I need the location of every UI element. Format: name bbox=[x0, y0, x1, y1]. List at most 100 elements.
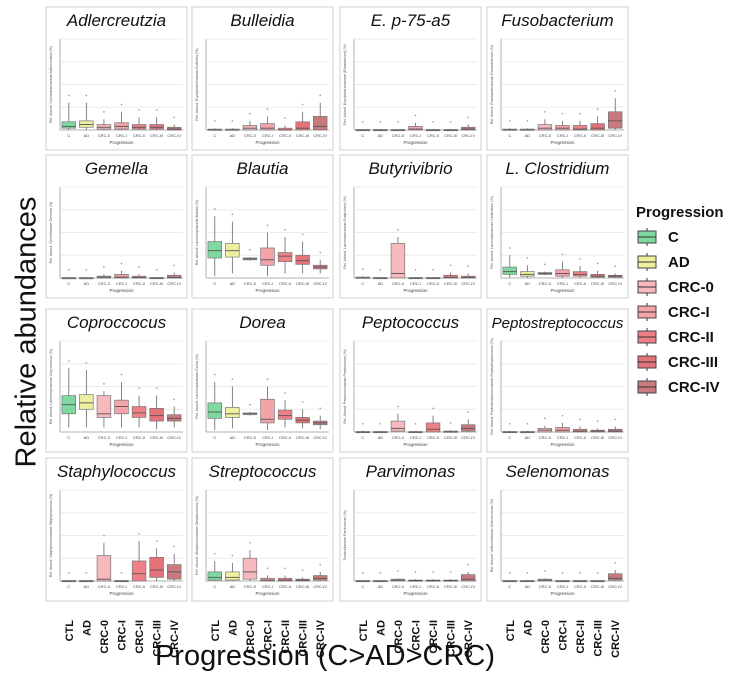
outlier-point bbox=[173, 398, 176, 401]
outlier-point bbox=[432, 571, 434, 573]
outlier-point bbox=[526, 572, 529, 574]
outlier-point bbox=[213, 373, 216, 376]
panel-frame bbox=[339, 154, 482, 299]
panel-tick-label: CRC-0 bbox=[98, 435, 111, 440]
panel-tick-label: CRC-IV bbox=[167, 435, 181, 440]
box-iqr bbox=[425, 422, 441, 433]
box-ad: AD bbox=[373, 572, 388, 589]
panel-tick-label: CRC-II bbox=[279, 281, 291, 286]
outlier-point bbox=[231, 120, 234, 122]
outlier-point bbox=[138, 266, 140, 268]
panel-tick-label: CRC-IV bbox=[313, 133, 327, 138]
panel-tick-label: CRC-IV bbox=[167, 133, 181, 138]
outlier-point bbox=[561, 112, 564, 115]
box-crc-iii: CRC-III bbox=[590, 108, 605, 138]
panel-tick-label: AD bbox=[378, 281, 384, 286]
box-c: C bbox=[61, 572, 76, 589]
panel-tick-label: CRC-III bbox=[444, 281, 457, 286]
panel-x-label: Progression bbox=[109, 140, 134, 145]
panel-x-label: Progression bbox=[550, 288, 575, 293]
outlier-point bbox=[596, 108, 599, 110]
panel-dorea: Dorea Rel. Abund. Lachnospiraceae Dorea (… bbox=[191, 308, 334, 453]
outlier-point bbox=[544, 417, 546, 420]
box-crc-iii: CRC-III bbox=[590, 420, 605, 440]
outlier-point bbox=[379, 572, 382, 574]
panel-tick-label: CRC-II bbox=[133, 281, 145, 286]
box-iqr bbox=[149, 556, 164, 578]
bottom-tick-label-crc-iii: CRC-III bbox=[446, 620, 458, 657]
box-iqr bbox=[443, 274, 458, 279]
panel-selenomonas: Selenomonas Rel. Abund. Veillonellaceae S… bbox=[486, 457, 629, 602]
bottom-tick-label-ctl: CTL bbox=[64, 620, 76, 642]
outlier-point bbox=[614, 90, 617, 92]
box-ad: AD bbox=[520, 423, 535, 440]
panel-tick-label: CRC-I bbox=[262, 281, 273, 286]
outlier-point bbox=[397, 570, 399, 572]
panel-tick-label: C bbox=[213, 133, 216, 138]
box-crc-0: CRC-0 bbox=[96, 382, 112, 440]
panel-y-label: Rel. Abund. Fusobacteriaceae Fusobacteri… bbox=[490, 45, 494, 125]
box-crc-0: CRC-0 bbox=[390, 228, 406, 286]
panel-peptococcus: Peptococcus Rel. Abund. Peptococcaceae Pe… bbox=[339, 308, 482, 453]
outlier-point bbox=[614, 418, 617, 421]
panel-tick-label: CRC-IV bbox=[461, 133, 475, 138]
outlier-point bbox=[544, 111, 546, 113]
panel-tick-label: C bbox=[67, 584, 70, 589]
box-crc-iii: CRC-III bbox=[295, 569, 310, 589]
panel-tick-label: C bbox=[361, 133, 364, 138]
outlier-point bbox=[213, 552, 216, 555]
panel-tick-label: CRC-I bbox=[410, 133, 421, 138]
outlier-point bbox=[85, 269, 88, 271]
outlier-point bbox=[467, 116, 470, 119]
box-iqr bbox=[131, 560, 147, 582]
outlier-point bbox=[173, 264, 176, 267]
box-ad: AD bbox=[79, 269, 94, 286]
box-ad: AD bbox=[373, 121, 388, 138]
panel-y-label: Rel. Abund. Coriobacteriaceae Adlercreut… bbox=[49, 46, 53, 123]
panel-tick-label: CRC-II bbox=[427, 435, 439, 440]
panel-tick-label: C bbox=[67, 281, 70, 286]
box-ad: AD bbox=[225, 378, 240, 440]
bottom-tick-label-crc-iv: CRC-IV bbox=[610, 619, 622, 658]
box-iqr bbox=[590, 274, 605, 278]
panel-title: Gemella bbox=[85, 159, 148, 178]
panel-tick-label: CRC-IV bbox=[313, 584, 327, 589]
bottom-tick-label-crc-0: CRC-0 bbox=[540, 620, 552, 654]
panel-title: Staphylococcus bbox=[57, 462, 177, 481]
legend-item-crc-iii: CRC-III bbox=[636, 352, 746, 377]
panel-x-label: Progression bbox=[255, 140, 280, 145]
outlier-point bbox=[432, 121, 434, 123]
outlier-point bbox=[266, 224, 269, 227]
box-crc-0: CRC-0 bbox=[242, 112, 258, 138]
box-iqr bbox=[461, 574, 476, 582]
panel-tick-label: CRC-0 bbox=[98, 133, 111, 138]
outlier-point bbox=[614, 562, 617, 564]
outlier-point bbox=[579, 418, 581, 421]
outlier-point bbox=[138, 109, 140, 111]
panel-tick-label: CRC-I bbox=[557, 133, 568, 138]
box-crc-0: CRC-0 bbox=[537, 111, 553, 138]
bottom-tick-label-crc-i: CRC-I bbox=[411, 620, 423, 651]
box-crc-0: CRC-0 bbox=[242, 248, 258, 286]
panel-tick-label: CRC-III bbox=[296, 584, 309, 589]
box-crc-0: CRC-0 bbox=[390, 570, 406, 589]
outlier-point bbox=[526, 120, 529, 122]
outlier-point bbox=[67, 269, 70, 271]
box-crc-0: CRC-0 bbox=[537, 263, 553, 286]
box-crc-iv: CRC-IV bbox=[608, 562, 622, 589]
panel-tick-label: C bbox=[508, 133, 511, 138]
box-c: C bbox=[355, 423, 370, 440]
box-crc-iv: CRC-IV bbox=[167, 264, 181, 286]
box-c: C bbox=[502, 572, 517, 589]
outlier-point bbox=[449, 571, 452, 573]
panel-tick-label: CRC-IV bbox=[608, 584, 622, 589]
box-crc-ii: CRC-II bbox=[572, 258, 588, 286]
panel-tick-label: CRC-I bbox=[557, 435, 568, 440]
legend-item-ad: AD bbox=[636, 252, 746, 277]
panel-tick-label: CRC-II bbox=[133, 584, 145, 589]
box-iqr bbox=[167, 274, 182, 279]
box-c: C bbox=[207, 120, 222, 138]
bottom-tick-label-ad: AD bbox=[227, 620, 239, 636]
panel-parvimonas: Parvimonas Tissierellaceae Parvimonas (%)… bbox=[339, 457, 482, 602]
